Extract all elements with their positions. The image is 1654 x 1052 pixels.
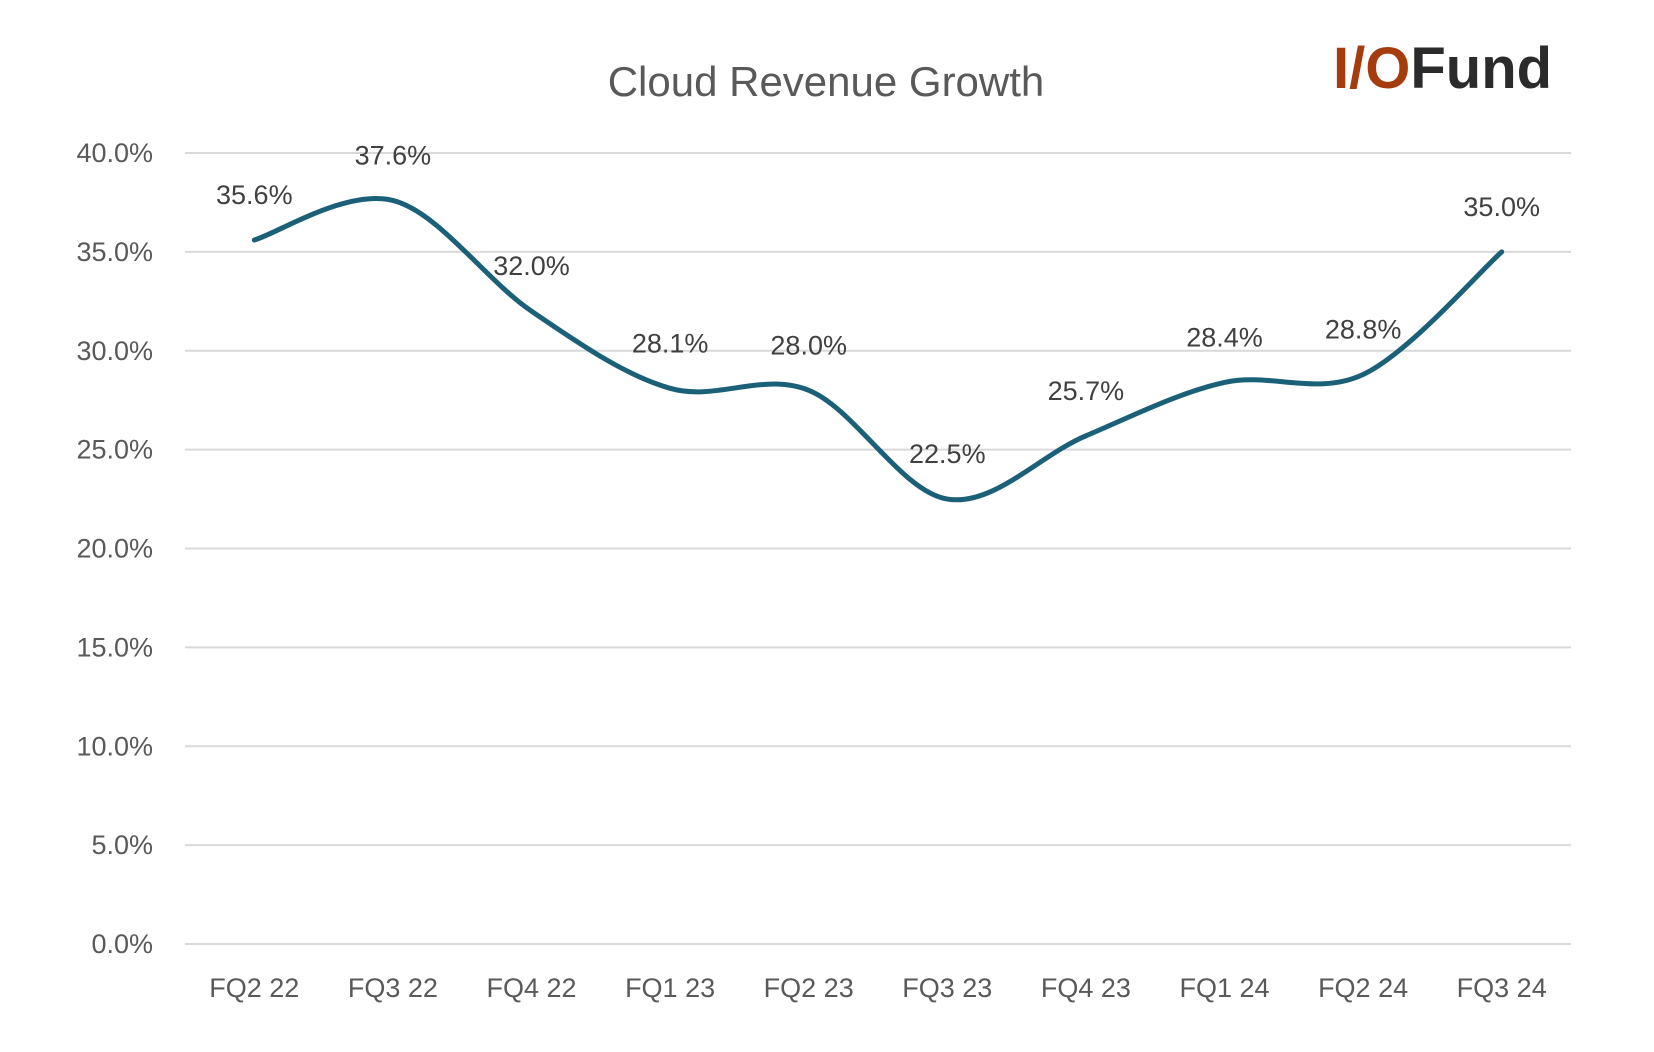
series-line: [251, 196, 1505, 503]
data-label: 35.6%: [216, 180, 293, 210]
y-tick-label: 15.0%: [76, 632, 153, 662]
x-tick-label: FQ3 23: [902, 973, 992, 1003]
x-tick-label: FQ4 22: [486, 973, 576, 1003]
y-tick-label: 35.0%: [76, 237, 153, 267]
x-tick-label: FQ1 23: [625, 973, 715, 1003]
data-label: 35.0%: [1463, 192, 1540, 222]
chart-title: Cloud Revenue Growth: [608, 58, 1045, 105]
y-tick-label: 25.0%: [76, 435, 153, 465]
data-label: 32.0%: [493, 251, 570, 281]
y-tick-label: 10.0%: [76, 731, 153, 761]
y-tick-label: 0.0%: [91, 929, 153, 959]
data-label: 37.6%: [355, 140, 432, 170]
y-tick-label: 20.0%: [76, 534, 153, 564]
io-fund-logo: I/OFund: [1333, 36, 1552, 101]
x-tick-label: FQ4 23: [1041, 973, 1131, 1003]
data-label: 28.8%: [1325, 314, 1402, 344]
x-tick-label: FQ2 24: [1318, 973, 1408, 1003]
data-label: 28.4%: [1186, 322, 1263, 352]
y-tick-label: 5.0%: [91, 830, 153, 860]
data-label: 28.0%: [770, 330, 847, 360]
logo-main: Fund: [1410, 36, 1552, 101]
x-tick-label: FQ1 24: [1179, 973, 1269, 1003]
svg-text:I/OFund: I/OFund: [1333, 36, 1552, 101]
data-label: 22.5%: [909, 439, 986, 469]
y-tick-label: 30.0%: [76, 336, 153, 366]
x-tick-label: FQ3 22: [348, 973, 438, 1003]
data-label: 28.1%: [632, 328, 709, 358]
y-tick-label: 40.0%: [76, 138, 153, 168]
x-tick-label: FQ3 24: [1457, 973, 1547, 1003]
x-tick-label: FQ2 22: [209, 973, 299, 1003]
x-tick-label: FQ2 23: [764, 973, 854, 1003]
logo-accent: I/O: [1333, 36, 1410, 101]
data-label: 25.7%: [1048, 376, 1125, 406]
